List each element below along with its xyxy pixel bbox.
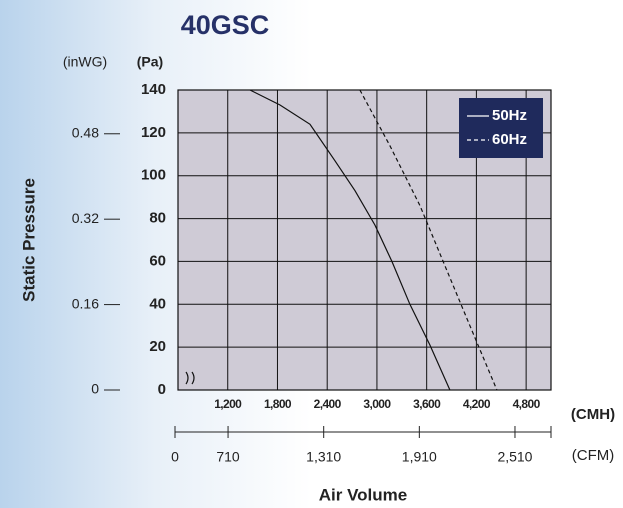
axis-break (185, 371, 195, 385)
x-tick-label: 2,400 (314, 397, 342, 411)
x-tick-label: 4,200 (463, 397, 491, 411)
series-line (359, 89, 498, 391)
y-unit: (Pa) (137, 54, 163, 70)
y2-tick-label: 0.48 (72, 124, 99, 140)
y2-tick-label: 0.16 (72, 295, 99, 311)
y-tick-label: 80 (149, 210, 166, 227)
x2-tick-label: 710 (216, 449, 240, 465)
y2-unit: (inWG) (63, 54, 107, 70)
legend-label: 60Hz (492, 131, 527, 148)
y2-tick-label: 0 (91, 381, 99, 397)
y-tick-label: 40 (149, 295, 166, 312)
chart-title: 40GSC (181, 10, 270, 40)
y-tick-label: 140 (141, 81, 166, 98)
y-tick-label: 60 (149, 252, 166, 269)
y-tick-label: 0 (158, 381, 166, 398)
legend-label: 50Hz (492, 107, 527, 124)
x2-tick-label: 1,310 (306, 449, 341, 465)
x-tick-label: 1,800 (264, 397, 292, 411)
y-axis-title: Static Pressure (19, 178, 38, 302)
x-tick-label: 1,200 (214, 397, 242, 411)
x2-unit: (CFM) (572, 447, 614, 464)
y-tick-label: 100 (141, 167, 166, 184)
x2-tick-label: 2,510 (497, 449, 532, 465)
y-tick-label: 20 (149, 338, 166, 355)
x-tick-label: 4,800 (513, 397, 541, 411)
series-line (249, 89, 451, 391)
y-tick-label: 120 (141, 124, 166, 141)
legend (459, 98, 543, 158)
x-axis-title: Air Volume (319, 485, 407, 504)
x2-tick-label: 0 (171, 449, 179, 465)
y2-tick-label: 0.32 (72, 210, 99, 226)
x-tick-label: 3,000 (363, 397, 391, 411)
x-unit: (CMH) (571, 406, 615, 423)
x2-tick-label: 1,910 (402, 449, 437, 465)
x-tick-label: 3,600 (413, 397, 441, 411)
